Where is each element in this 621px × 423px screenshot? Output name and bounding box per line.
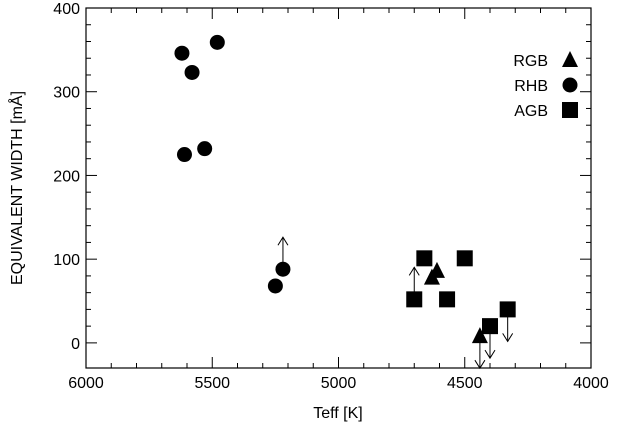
axis-ticks [85,7,592,368]
y-tick-label: 200 [53,168,80,185]
circle-marker [184,64,200,80]
x-tick-label: 4500 [447,375,483,392]
square-marker [416,250,433,267]
x-tick-label: 6000 [68,375,104,392]
square-marker [439,291,456,308]
legend-label: AGB [514,103,548,120]
circle-marker [197,141,213,157]
y-axis-label: EQUIVALENT WIDTH [mÅ] [7,91,26,285]
limit-arrow-head [474,359,486,370]
x-tick-label: 5000 [321,375,357,392]
x-tick-labels: 6000 5500 5000 4500 4000 [68,375,609,392]
x-tick-label: 5500 [194,375,230,392]
x-tick-label: 4000 [573,375,609,392]
square-marker [456,250,473,267]
y-tick-labels: 0 100 200 300 400 [53,1,80,353]
square-marker [562,102,578,118]
data-points [174,34,516,370]
legend-label: RHB [514,78,548,95]
circle-marker [174,45,190,61]
x-axis-label: Teff [K] [313,405,363,422]
series-agb [406,250,516,360]
limit-arrow-head [408,266,420,276]
circle-marker [176,147,192,163]
limit-arrow-head [484,349,496,360]
series-rhb [174,34,291,294]
series-rgb [423,261,488,370]
y-tick-label: 100 [53,252,80,269]
circle-marker [562,77,578,93]
y-tick-label: 300 [53,85,80,102]
legend: RGB RHB AGB [513,51,578,120]
triangle-marker [471,327,488,344]
circle-marker [267,278,283,294]
limit-arrow-head [502,333,514,343]
y-tick-label: 400 [53,1,80,18]
triangle-marker [562,51,578,67]
circle-marker [209,34,225,50]
legend-label: RGB [513,53,548,70]
y-tick-label: 0 [71,336,80,353]
limit-arrow-head [277,236,289,246]
triangle-marker [428,261,445,278]
